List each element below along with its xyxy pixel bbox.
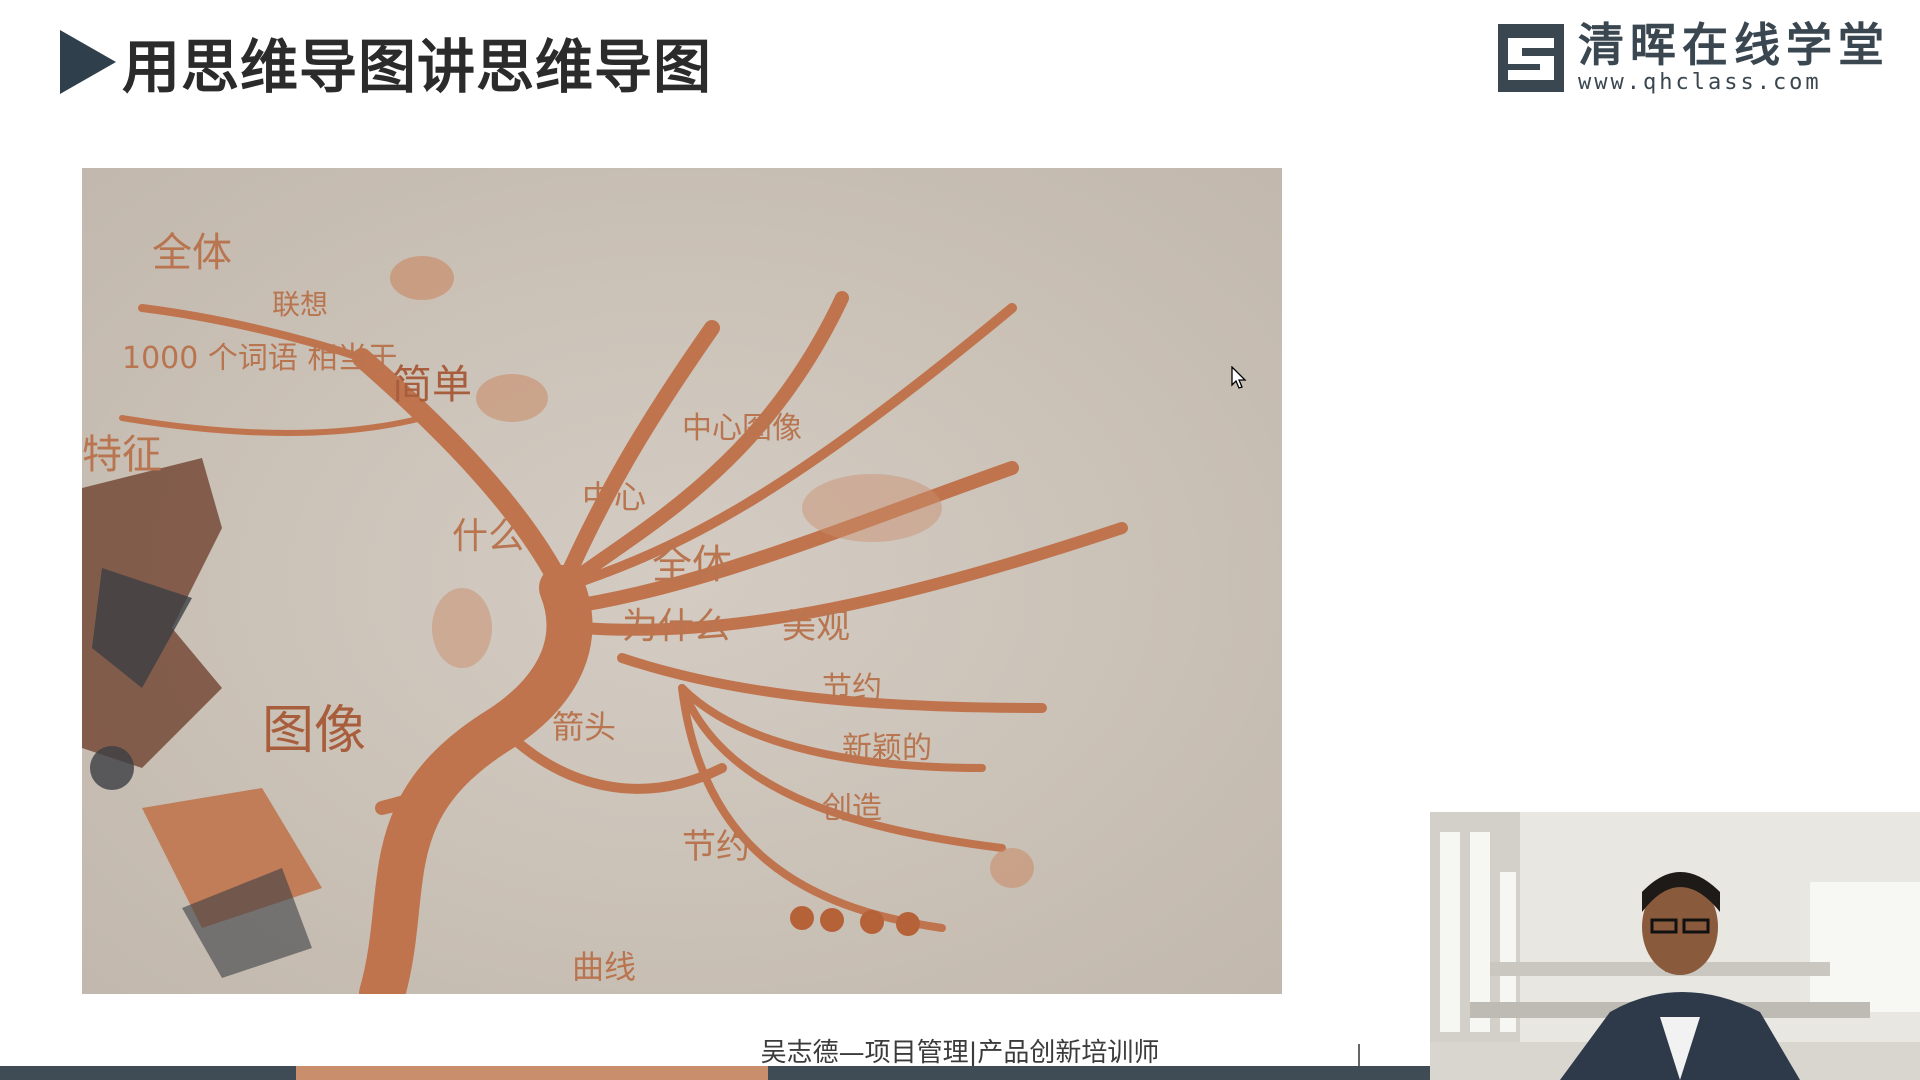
caption-divider: [1358, 1044, 1360, 1066]
mm-label-jieyue2: 节约: [682, 827, 750, 867]
mm-label-quanti-top: 全体: [152, 230, 232, 276]
mm-label-tezheng: 特征: [82, 432, 162, 478]
mouse-pointer-icon: [1231, 365, 1247, 394]
mm-label-zhongxin-tuxiang: 中心图像: [682, 411, 802, 446]
mm-label-jiandan: 简单: [392, 362, 472, 408]
video-progress-fill: [296, 1066, 768, 1080]
mm-label-chuangzao: 创造: [822, 791, 882, 826]
video-progress-bar[interactable]: [0, 1066, 1430, 1080]
mm-label-weishenme: 为什么: [622, 606, 730, 647]
mm-label-meiguan: 美观: [782, 607, 850, 647]
mm-label-words: 1000 个词语 相当于: [122, 341, 397, 376]
mm-label-quanti-mid: 全体: [652, 542, 732, 588]
mindmap-image: 全体 联想 1000 个词语 相当于 特征 简单 什么 中心 中心图像 全体 为…: [82, 168, 1282, 994]
play-triangle-icon: [60, 30, 116, 94]
logo-url: www.qhclass.com: [1578, 70, 1822, 95]
mm-label-jiantou: 箭头: [552, 708, 616, 746]
mm-label-jieshao: 节约: [822, 671, 882, 706]
qh-logo-icon: [1498, 23, 1564, 92]
mm-label-quhe: 曲线: [572, 948, 636, 986]
mm-label-shenme: 什么: [452, 516, 524, 557]
presenter-webcam: [1430, 812, 1920, 1080]
brand-logo: 清晖在线学堂 www.qhclass.com: [1498, 20, 1890, 95]
logo-brand-name: 清晖在线学堂: [1578, 18, 1890, 72]
mm-center-label: 图像: [262, 701, 366, 761]
slide-title: 用思维导图讲思维导图: [122, 33, 713, 101]
slide-title-bar: 用思维导图讲思维导图: [60, 22, 712, 102]
presenter-caption: 吴志德—项目管理|产品创新培训师: [760, 1038, 1160, 1068]
mm-label-xinyu: 新颖的: [842, 731, 932, 766]
mm-label-lianxiang: 联想: [272, 288, 328, 321]
mm-label-zhongxin: 中心: [582, 478, 646, 516]
